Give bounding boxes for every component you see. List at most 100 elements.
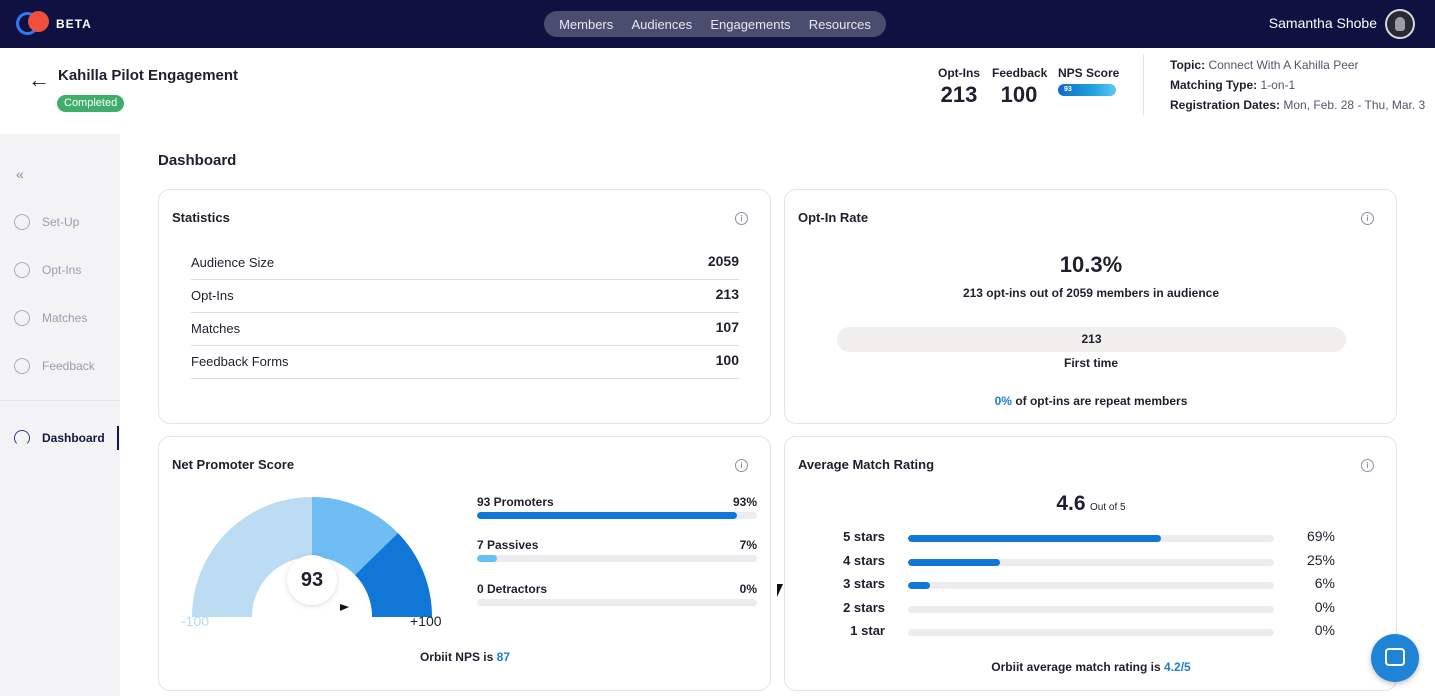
rating-row-bar-fill	[908, 535, 1161, 542]
info-icon[interactable]: i	[735, 212, 748, 225]
detractors-bar	[477, 599, 757, 606]
optins-stat-value: 213	[940, 82, 978, 107]
rating-row-bar	[908, 629, 1274, 636]
stat-value: 2059	[707, 253, 739, 269]
stat-label: Feedback Forms	[191, 354, 289, 369]
promoters-pct: 93%	[732, 495, 757, 509]
rating-summary: 4.6 Out of 5	[785, 492, 1397, 516]
feedback-stat-label: Feedback	[992, 66, 1048, 80]
detractors-pct: 0%	[739, 582, 757, 596]
sidebar-item-optins[interactable]: Opt-Ins	[14, 262, 81, 278]
rating-value: 4.6	[1056, 492, 1086, 515]
arrow-left-icon[interactable]: ←	[28, 67, 50, 92]
sidebar-divider	[0, 400, 120, 401]
matching-value: 1-on-1	[1260, 78, 1296, 92]
sidebar-item-dashboard[interactable]: Dashboard	[14, 430, 105, 446]
menu-audiences[interactable]: Audiences	[631, 16, 693, 32]
first-time-bar: 213	[837, 327, 1346, 352]
sidebar-item-label: Dashboard	[42, 431, 105, 445]
table-row: Feedback Forms 100	[191, 346, 739, 379]
sidebar-item-setup[interactable]: Set-Up	[14, 214, 79, 230]
rating-row-pct: 0%	[1314, 599, 1335, 615]
nps-footer-value: 87	[496, 650, 511, 664]
gauge-icon	[14, 430, 30, 446]
gear-icon	[14, 214, 30, 230]
nps-card: Net Promoter Score i 93 -100 +100 93 Pro…	[158, 436, 771, 691]
topic-line: Topic: Connect With A Kahilla Peer	[1170, 58, 1359, 72]
beta-label: BETA	[56, 17, 92, 31]
stat-label: Audience Size	[191, 255, 275, 270]
sidebar-item-matches[interactable]: Matches	[14, 310, 87, 326]
promoters-bar-fill	[477, 512, 738, 519]
sidebar: « Set-Up Opt-Ins Matches Feedback Dashbo…	[0, 134, 120, 696]
chat-button[interactable]	[1371, 634, 1419, 682]
info-icon[interactable]: i	[1361, 212, 1374, 225]
dates-value: Mon, Feb. 28 - Thu, Mar. 3	[1283, 98, 1426, 112]
page-title: Dashboard	[158, 152, 237, 169]
active-indicator	[117, 426, 119, 450]
feedback-stat: Feedback 100	[992, 66, 1048, 108]
rating-row-label: 1 star	[850, 623, 885, 638]
table-row: Audience Size 2059	[191, 247, 739, 280]
info-icon[interactable]: i	[1361, 459, 1374, 472]
nps-stat-label: NPS Score	[1058, 66, 1120, 80]
gauge-detractor-segment	[192, 497, 312, 617]
repeat-pct: 0%	[994, 394, 1012, 408]
nps-score-value: 93	[287, 555, 337, 605]
nps-score-bar: 93	[1058, 84, 1116, 96]
avatar[interactable]	[1385, 9, 1415, 39]
topic-label: Topic:	[1170, 58, 1206, 72]
optins-stat: Opt-Ins 213	[936, 66, 982, 108]
statistics-card: Statistics i Audience Size 2059 Opt-Ins …	[158, 189, 771, 424]
table-row: Matches 107	[191, 313, 739, 346]
top-navbar: BETA Members Audiences Engagements Resou…	[0, 0, 1435, 48]
info-icon[interactable]: i	[735, 459, 748, 472]
nps-title: Net Promoter Score	[172, 457, 295, 472]
topic-value: Connect With A Kahilla Peer	[1208, 58, 1359, 72]
optin-rate-percent: 10.3%	[1059, 252, 1123, 277]
first-time-label: First time	[1063, 356, 1118, 370]
stat-value: 213	[715, 286, 739, 302]
dashboard-main: Dashboard Statistics i Audience Size 205…	[120, 134, 1435, 696]
sidebar-item-label: Set-Up	[42, 215, 80, 229]
user-name[interactable]: Samantha Shobe	[1268, 15, 1377, 31]
rating-footer-text: Orbiit average match rating is	[991, 660, 1161, 674]
gauge-passive-segment	[312, 496, 398, 575]
chat-bubble-icon	[1385, 648, 1405, 666]
sidebar-item-feedback[interactable]: Feedback	[14, 358, 95, 374]
optin-rate-subtitle: 213 opt-ins out of 2059 members in audie…	[962, 286, 1220, 300]
gauge-promoter-segment	[355, 533, 433, 617]
menu-members[interactable]: Members	[559, 16, 614, 32]
nps-footer-text: Orbiit NPS is	[419, 650, 494, 664]
passives-bar	[477, 555, 757, 562]
orbiit-logo[interactable]: BETA	[16, 11, 96, 37]
matching-label: Matching Type:	[1170, 78, 1258, 92]
user-add-icon	[14, 262, 30, 278]
menu-resources[interactable]: Resources	[808, 16, 871, 32]
detractors-label: 0 Detractors	[477, 582, 548, 596]
gauge-max-label: +100	[410, 613, 442, 629]
optin-rate-card: Opt-In Rate i 10.3% 213 opt-ins out of 2…	[784, 189, 1397, 424]
passives-label: 7 Passives	[477, 538, 539, 552]
rating-row-pct: 25%	[1306, 552, 1335, 568]
sidebar-item-label: Opt-Ins	[42, 263, 82, 277]
match-rating-card: Average Match Rating i 4.6 Out of 5 5 st…	[784, 436, 1397, 691]
status-badge: Completed	[57, 95, 125, 112]
rating-row-bar-fill	[908, 582, 930, 589]
rating-row-pct: 0%	[1314, 622, 1335, 638]
promoters-bar	[477, 512, 757, 519]
match-rating-title: Average Match Rating	[798, 457, 935, 472]
rating-row-label: 4 stars	[843, 553, 885, 568]
menu-engagements[interactable]: Engagements	[710, 16, 791, 32]
rings-icon	[14, 310, 30, 326]
header-divider	[1143, 54, 1144, 116]
optins-stat-label: Opt-Ins	[938, 66, 980, 80]
logo-dot-icon	[28, 11, 49, 32]
nps-stat: NPS Score	[1058, 66, 1120, 80]
rating-row-bar-fill	[908, 559, 1000, 566]
rating-footer: Orbiit average match rating is 4.2/5	[785, 660, 1397, 674]
rating-row-label: 5 stars	[843, 529, 885, 544]
smiley-icon	[14, 358, 30, 374]
double-chevron-left-icon[interactable]: «	[16, 166, 24, 182]
passives-bar-fill	[477, 555, 497, 562]
